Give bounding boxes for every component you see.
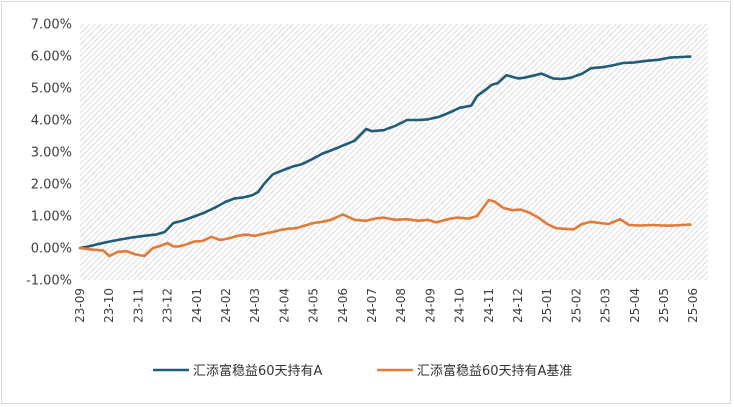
x-tick-label: 24-02	[219, 288, 233, 323]
x-tick-label: 23-11	[131, 288, 145, 323]
legend-label-2: 汇添富稳益60天持有A基准	[417, 363, 572, 379]
x-tick-label: 23-10	[102, 288, 116, 323]
y-tick-label: 2.00%	[31, 178, 72, 193]
y-tick-label: 1.00%	[31, 210, 72, 225]
y-axis: 7.00% 6.00% 5.00% 4.00% 3.00% 2.00% 1.00% 0.00%…	[26, 18, 72, 289]
y-tick-label: -1.00%	[26, 274, 72, 289]
x-axis: 23-09 23-10 23-11 23-12 24-01 24-02 24-03 24-04…	[73, 288, 700, 323]
x-tick-label: 25-02	[569, 288, 583, 323]
legend: 汇添富稳益60天持有A 汇添富稳益60天持有A基准	[153, 363, 572, 379]
y-tick-label: 0.00%	[31, 242, 72, 257]
y-tick-label: 6.00%	[31, 50, 72, 65]
x-tick-label: 24-04	[277, 288, 291, 323]
plot-area	[80, 24, 708, 280]
series-layer	[78, 55, 692, 258]
x-tick-label: 24-07	[365, 288, 379, 323]
y-tick-label: 7.00%	[31, 18, 72, 33]
x-tick-label: 24-12	[511, 288, 525, 323]
x-tick-label: 25-03	[599, 288, 613, 323]
x-tick-label: 24-10	[453, 288, 467, 323]
series-line-2	[78, 198, 692, 258]
x-tick-label: 25-04	[628, 288, 642, 323]
y-tick-label: 3.00%	[31, 146, 72, 161]
x-tick-label: 25-05	[657, 288, 671, 323]
x-tick-label: 24-06	[336, 288, 350, 323]
x-tick-label: 25-01	[540, 288, 554, 323]
x-tick-label: 23-12	[161, 288, 175, 323]
legend-label-1: 汇添富稳益60天持有A	[193, 363, 323, 379]
x-tick-label: 24-01	[190, 288, 204, 323]
series-line-1	[78, 55, 692, 250]
y-tick-label: 4.00%	[31, 114, 72, 129]
x-tick-label: 23-09	[73, 288, 87, 323]
x-tick-label: 24-08	[394, 288, 408, 323]
x-tick-label: 24-05	[307, 288, 321, 323]
x-tick-label: 25-06	[686, 288, 700, 323]
x-tick-label: 24-03	[248, 288, 262, 323]
x-tick-label: 24-09	[423, 288, 437, 323]
x-tick-label: 24-11	[482, 288, 496, 323]
y-tick-label: 5.00%	[31, 82, 72, 97]
